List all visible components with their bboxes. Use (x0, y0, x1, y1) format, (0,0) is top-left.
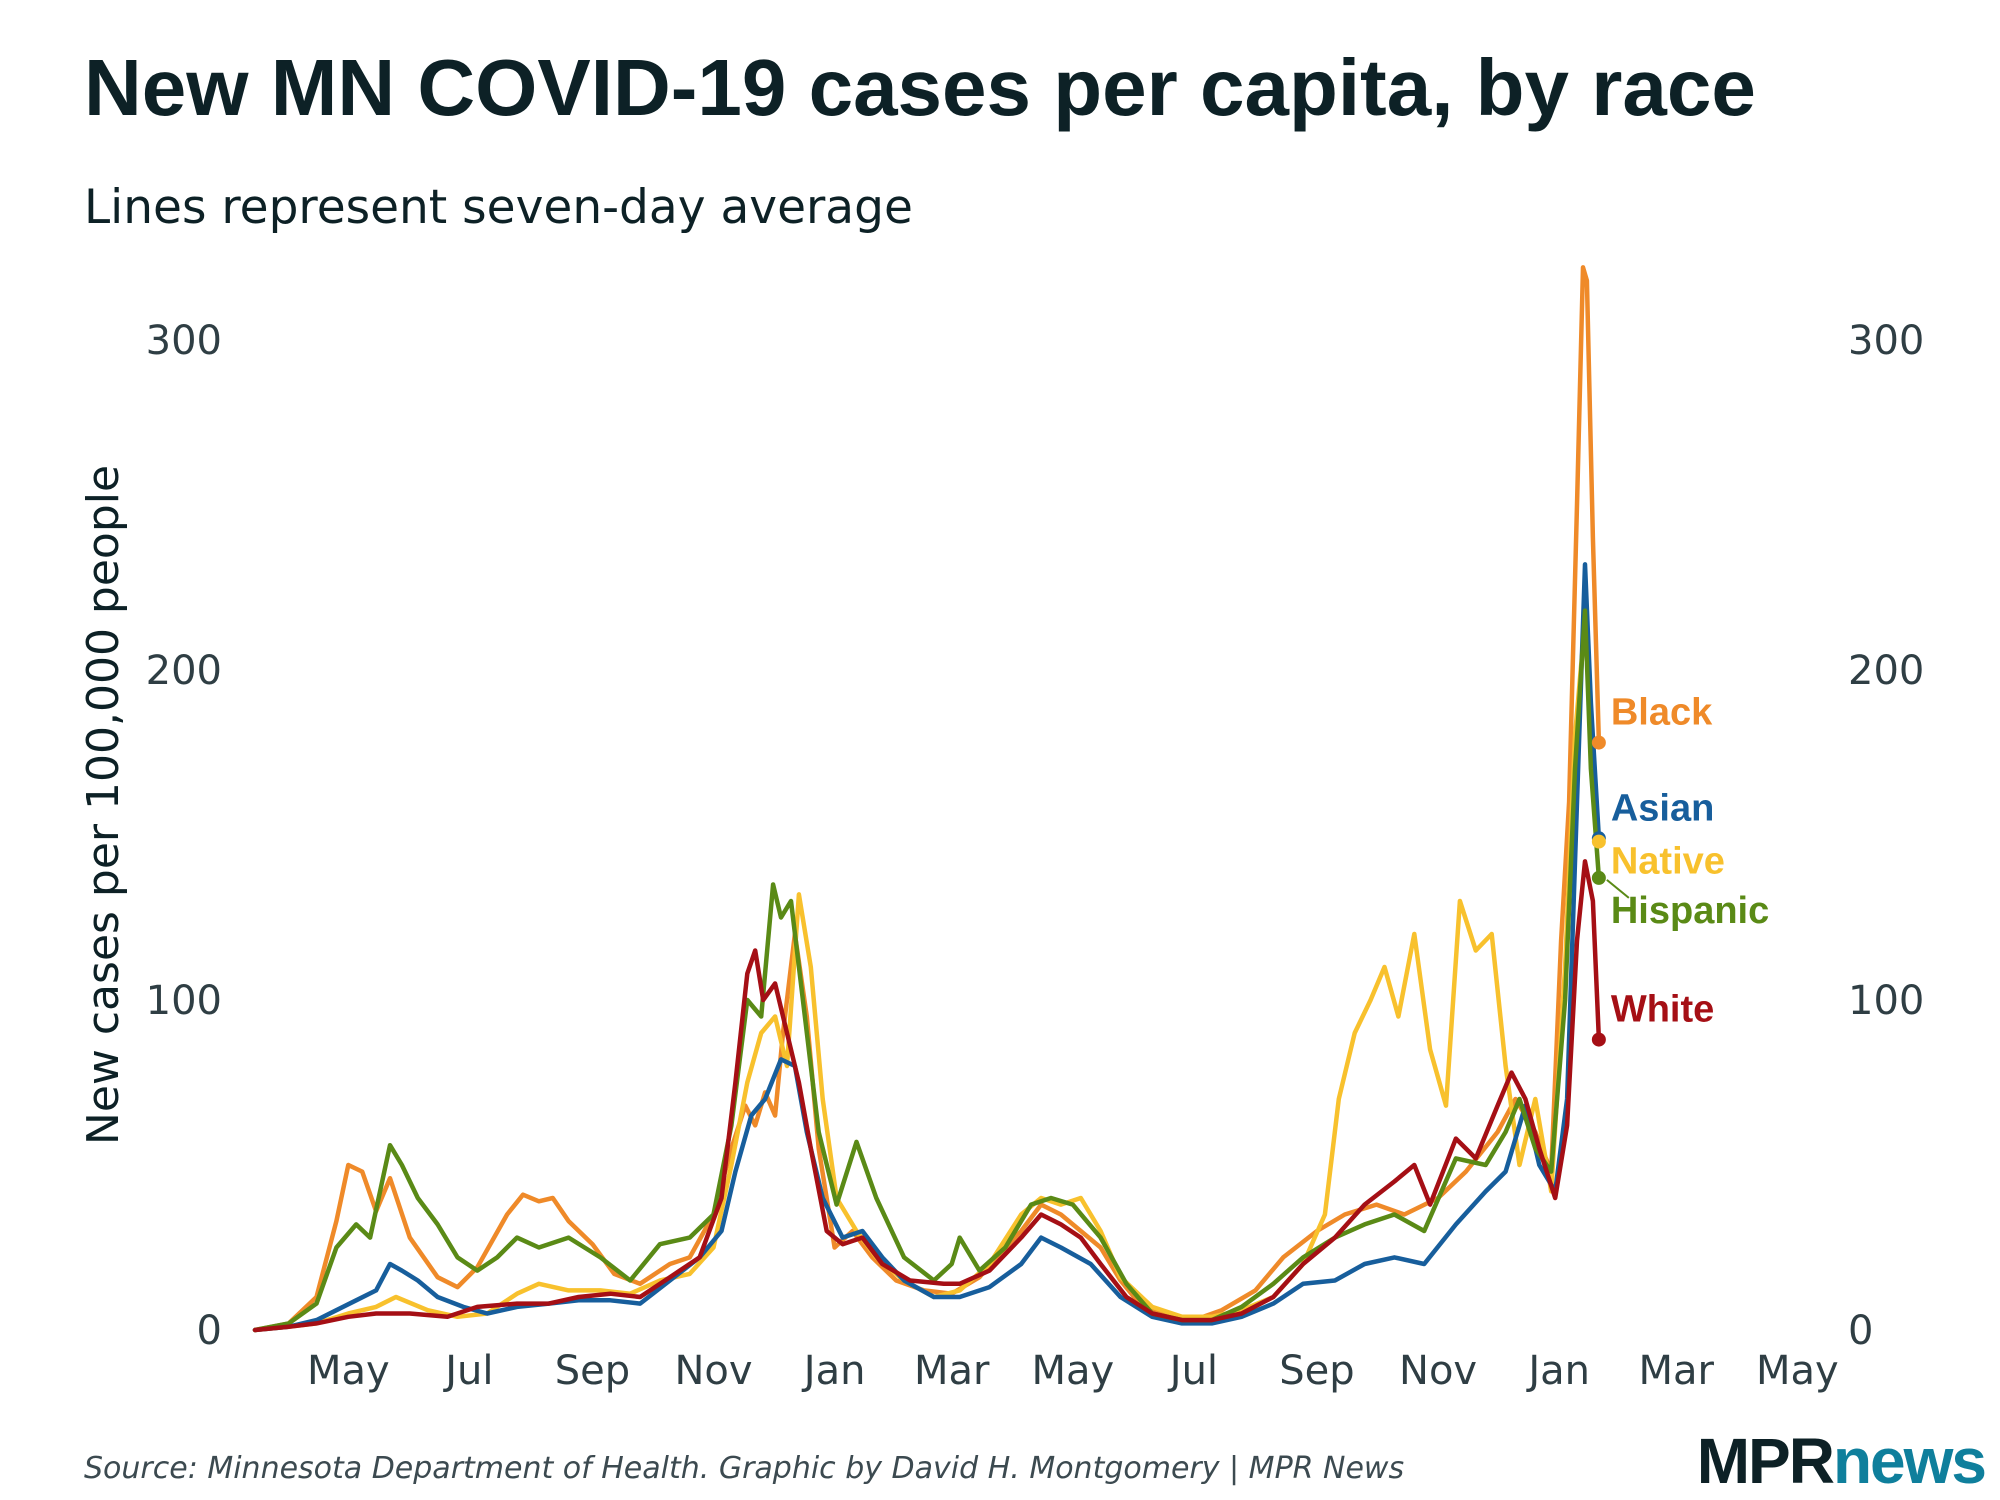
x-tick-label: Jan (1525, 1348, 1590, 1394)
series-line-black (252, 265, 1602, 1333)
source-note: Source: Minnesota Department of Health. … (84, 1451, 1404, 1486)
x-tick-label: Jul (1167, 1348, 1218, 1394)
x-tick-label: Nov (1399, 1348, 1477, 1394)
x-ticks: May Jul Sep Nov Jan Mar May Jul Sep Nov Jan Mar May (307, 1348, 1839, 1394)
x-tick-label: Sep (555, 1348, 630, 1394)
series-line-native (252, 618, 1602, 1333)
y-ticks-right: 0 100 200 300 (1848, 318, 1924, 1354)
x-tick-label: Jul (442, 1348, 493, 1394)
x-tick-label: Jan (801, 1348, 866, 1394)
endpoint-black (1591, 735, 1606, 750)
y-axis-label: New cases per 100,000 people (78, 465, 129, 1145)
y-tick-right: 300 (1848, 318, 1924, 364)
series-label-black: Black (1611, 692, 1713, 734)
endpoint-native (1591, 834, 1606, 849)
hispanic-leader-line (1606, 879, 1630, 899)
x-tick-label: May (1756, 1348, 1839, 1394)
y-tick-left: 0 (197, 1308, 222, 1354)
endpoint-white (1591, 1032, 1606, 1047)
y-tick-right: 100 (1848, 978, 1924, 1024)
x-tick-label: May (1031, 1348, 1114, 1394)
series-label-white: White (1611, 989, 1714, 1031)
x-tick-label: Sep (1279, 1348, 1354, 1394)
series-label-native: Native (1611, 841, 1725, 883)
series-label-hispanic: Hispanic (1611, 890, 1769, 932)
y-ticks-left: 0 100 200 300 (146, 318, 222, 1354)
series-lines (252, 265, 1602, 1333)
series-endpoints (1591, 735, 1606, 1047)
logo-news: news (1833, 1425, 1985, 1497)
series-line-white (252, 859, 1602, 1333)
series-labels: Black Asian Native Hispanic White (1606, 692, 1769, 1031)
y-tick-left: 200 (146, 648, 222, 694)
x-tick-label: Nov (675, 1348, 753, 1394)
series-line-hispanic (252, 608, 1602, 1333)
endpoint-hispanic (1591, 870, 1606, 885)
x-tick-label: Mar (914, 1348, 990, 1394)
chart-title: New MN COVID-19 cases per capita, by rac… (84, 43, 1756, 132)
y-tick-left: 300 (146, 318, 222, 364)
x-tick-label: Mar (1639, 1348, 1715, 1394)
y-tick-right: 0 (1848, 1308, 1873, 1354)
y-tick-right: 200 (1848, 648, 1924, 694)
y-tick-left: 100 (146, 978, 222, 1024)
series-label-asian: Asian (1611, 787, 1714, 829)
logo-mpr: MPR (1697, 1425, 1834, 1497)
x-tick-label: May (307, 1348, 390, 1394)
chart-subtitle: Lines represent seven-day average (84, 180, 913, 235)
mpr-news-logo: MPRnews (1697, 1425, 1985, 1497)
